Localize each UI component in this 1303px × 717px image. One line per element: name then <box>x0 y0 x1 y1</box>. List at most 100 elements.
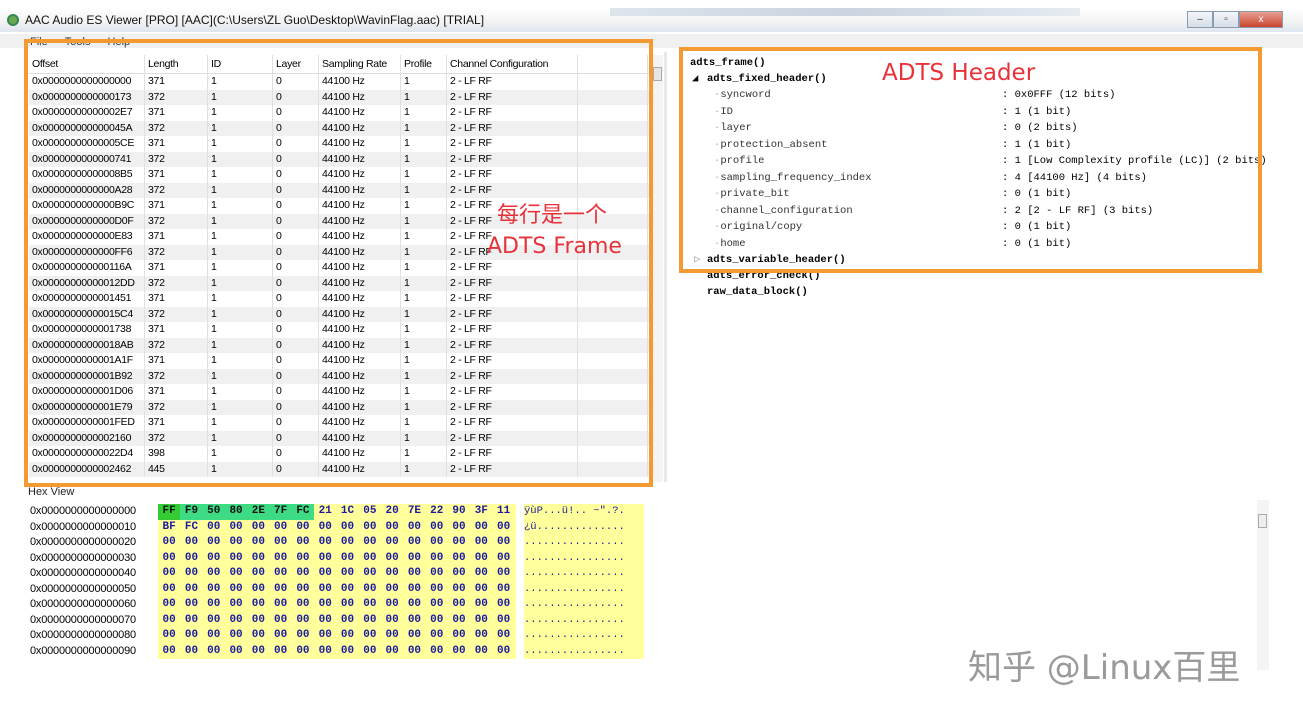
hex-byte[interactable]: 00 <box>162 598 176 610</box>
hex-byte[interactable]: 00 <box>385 582 399 595</box>
hex-byte[interactable]: 00 <box>452 598 466 610</box>
hex-byte[interactable]: 00 <box>184 629 199 641</box>
hex-scroll-thumb[interactable] <box>1258 514 1267 528</box>
hex-row[interactable]: 0x0000000000000090 00 00 00 00 00 00 00 00 00 00 00… <box>28 643 668 659</box>
table-row[interactable]: 0x000000000000116A 371 1 0 44100 Hz 1 2 - LF R… <box>29 260 651 276</box>
column-header-layer[interactable]: Layer <box>273 55 319 73</box>
hex-byte[interactable]: 00 <box>340 567 355 579</box>
hex-byte[interactable]: 00 <box>229 536 243 548</box>
hex-byte[interactable]: 00 <box>184 613 199 626</box>
hex-byte[interactable]: 00 <box>363 551 377 564</box>
hex-byte[interactable]: 50 <box>202 504 225 520</box>
hex-byte[interactable]: 00 <box>497 536 511 548</box>
hex-byte[interactable]: 00 <box>340 629 355 641</box>
hex-byte[interactable]: 00 <box>296 520 310 533</box>
hex-byte[interactable]: 00 <box>430 644 444 657</box>
hex-byte[interactable]: 00 <box>363 644 377 657</box>
hex-byte[interactable]: BF <box>162 520 176 533</box>
hex-byte[interactable]: 00 <box>229 520 243 533</box>
hex-byte[interactable]: 00 <box>474 644 488 657</box>
table-row[interactable]: 0x0000000000000B9C 371 1 0 44100 Hz 1 2 - LF R… <box>29 198 651 214</box>
hex-byte[interactable]: 00 <box>207 536 221 548</box>
hex-byte[interactable]: 00 <box>474 629 488 641</box>
hex-byte[interactable]: 00 <box>318 644 332 657</box>
hex-byte[interactable]: 00 <box>296 536 310 548</box>
hex-byte[interactable]: 00 <box>452 551 466 564</box>
expand-arrow-icon[interactable]: ◢ <box>692 73 699 85</box>
table-row[interactable]: 0x00000000000008B5 371 1 0 44100 Hz 1 2 - LF R… <box>29 167 651 183</box>
hex-byte[interactable]: 00 <box>184 536 199 548</box>
table-row[interactable]: 0x000000000000045A 372 1 0 44100 Hz 1 2 - LF R… <box>29 120 651 136</box>
tree-node-adts-error-check[interactable]: adts_error_check() <box>707 270 821 282</box>
minimize-button[interactable]: – <box>1187 11 1213 28</box>
hex-byte[interactable]: 00 <box>296 644 310 657</box>
hex-byte[interactable]: 00 <box>363 598 377 610</box>
hex-byte[interactable]: 00 <box>229 613 243 626</box>
table-row[interactable]: 0x0000000000000E83 371 1 0 44100 Hz 1 2 - LF R… <box>29 229 651 245</box>
hex-byte[interactable]: 00 <box>207 567 221 579</box>
tree-node-adts-fixed-header[interactable]: adts_fixed_header() <box>707 73 827 85</box>
table-row[interactable]: 0x0000000000001A1F 371 1 0 44100 Hz 1 2 - LF R… <box>29 353 651 369</box>
hex-byte[interactable]: 00 <box>407 567 422 579</box>
hex-row[interactable]: 0x0000000000000010 BF FC 00 00 00 00 00 00 00 00 00… <box>28 519 668 535</box>
hex-byte[interactable]: 00 <box>318 629 332 641</box>
hex-byte[interactable]: 00 <box>184 551 199 564</box>
hex-byte[interactable]: 00 <box>318 520 332 533</box>
hex-byte[interactable]: FF <box>158 504 181 520</box>
hex-byte[interactable]: 00 <box>251 644 265 657</box>
hex-byte[interactable]: 00 <box>363 613 377 626</box>
hex-byte[interactable]: 00 <box>251 551 265 564</box>
hex-byte[interactable]: 00 <box>497 644 511 657</box>
hex-row[interactable]: 0x0000000000000060 00 00 00 00 00 00 00 00 00 00 00… <box>28 597 668 613</box>
tree-field[interactable]: ·sampling_frequency_index: 4 [44100 Hz] … <box>714 170 1274 186</box>
hex-byte[interactable]: 00 <box>497 567 511 579</box>
hex-byte[interactable]: 00 <box>340 613 355 626</box>
hex-byte[interactable]: 00 <box>207 598 221 610</box>
tree-node-adts-variable-header[interactable]: adts_variable_header() <box>707 254 846 266</box>
hex-byte[interactable]: 2E <box>247 504 270 520</box>
hex-byte[interactable]: 00 <box>296 567 310 579</box>
tree-field[interactable]: ·ID: 1 (1 bit) <box>714 104 1274 120</box>
hex-byte[interactable]: 00 <box>407 582 422 595</box>
hex-byte[interactable]: 3F <box>474 505 488 517</box>
hex-byte[interactable]: 7E <box>407 505 422 517</box>
hex-byte[interactable]: 00 <box>251 582 265 595</box>
hex-byte[interactable]: 05 <box>363 505 377 517</box>
hex-byte[interactable]: 00 <box>318 613 332 626</box>
hex-byte[interactable]: 00 <box>474 520 488 533</box>
table-row[interactable]: 0x0000000000001FED 371 1 0 44100 Hz 1 2 - LF R… <box>29 415 651 431</box>
hex-byte[interactable]: 00 <box>452 536 466 548</box>
hex-byte[interactable]: 00 <box>340 582 355 595</box>
hex-byte[interactable]: 00 <box>407 629 422 641</box>
table-row[interactable]: 0x00000000000012DD 372 1 0 44100 Hz 1 2 - LF R… <box>29 275 651 291</box>
column-header-channel-configuration[interactable]: Channel Configuration <box>447 55 578 73</box>
hex-row[interactable]: 0x0000000000000040 00 00 00 00 00 00 00 00 00 00 00… <box>28 566 668 582</box>
hex-byte[interactable]: 00 <box>497 598 511 610</box>
hex-byte[interactable]: 00 <box>207 629 221 641</box>
hex-byte[interactable]: 00 <box>474 536 488 548</box>
hex-byte[interactable]: 00 <box>430 551 444 564</box>
hex-byte[interactable]: 00 <box>274 551 288 564</box>
table-row[interactable]: 0x0000000000001451 371 1 0 44100 Hz 1 2 - LF R… <box>29 291 651 307</box>
hex-byte[interactable]: 00 <box>363 582 377 595</box>
table-row[interactable]: 0x0000000000002462 445 1 0 44100 Hz 1 2 - LF R… <box>29 461 651 477</box>
hex-byte[interactable]: 7F <box>269 504 292 520</box>
hex-byte[interactable]: 00 <box>497 520 511 533</box>
hex-byte[interactable]: 00 <box>407 551 422 564</box>
hex-byte[interactable]: 00 <box>340 644 355 657</box>
table-row[interactable]: 0x00000000000022D4 398 1 0 44100 Hz 1 2 - LF R… <box>29 446 651 462</box>
table-row[interactable]: 0x0000000000001E79 372 1 0 44100 Hz 1 2 - LF R… <box>29 399 651 415</box>
hex-byte[interactable]: 00 <box>251 520 265 533</box>
hex-byte[interactable]: 00 <box>407 613 422 626</box>
hex-byte[interactable]: 00 <box>430 629 444 641</box>
tree-field[interactable]: ·channel_configuration: 2 [2 - LF RF] (3… <box>714 203 1274 219</box>
table-row[interactable]: 0x0000000000001D06 371 1 0 44100 Hz 1 2 - LF R… <box>29 384 651 400</box>
hex-byte[interactable]: 00 <box>452 644 466 657</box>
hex-byte[interactable]: 00 <box>296 551 310 564</box>
hex-byte[interactable]: 00 <box>474 613 488 626</box>
hex-byte[interactable]: 00 <box>274 613 288 626</box>
hex-byte[interactable]: 00 <box>340 598 355 610</box>
hex-byte[interactable]: 00 <box>274 567 288 579</box>
table-row[interactable]: 0x0000000000002160 372 1 0 44100 Hz 1 2 - LF R… <box>29 430 651 446</box>
hex-byte[interactable]: 00 <box>452 582 466 595</box>
